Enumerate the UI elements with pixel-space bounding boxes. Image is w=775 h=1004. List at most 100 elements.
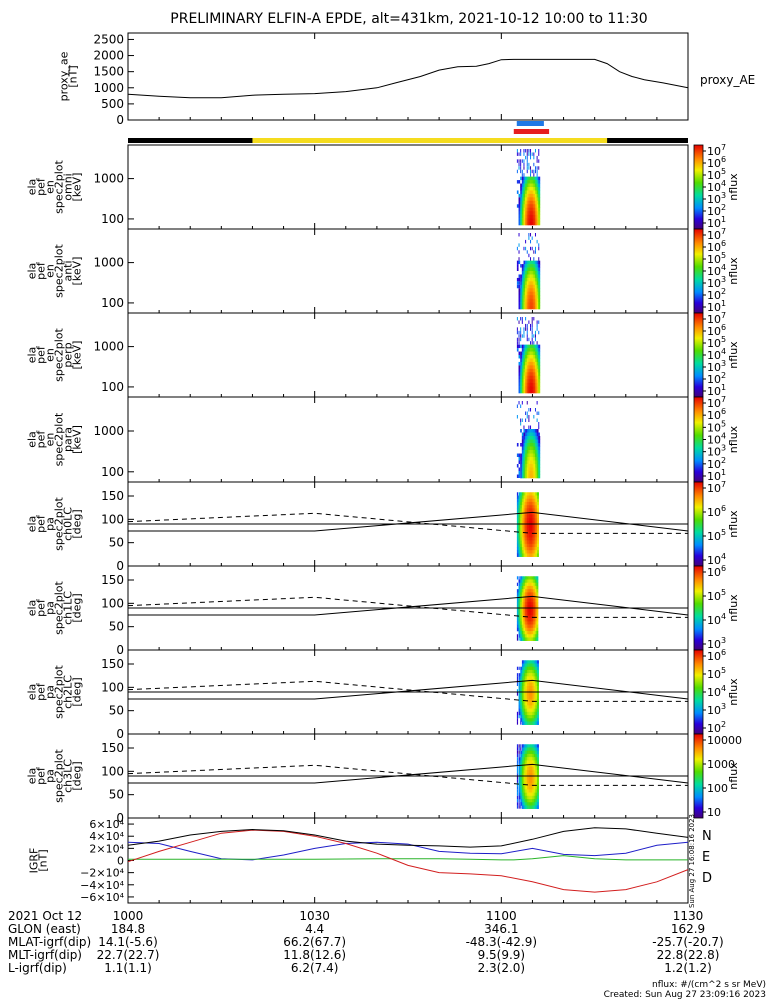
- pa-ch3-cell: [528, 776, 531, 780]
- pa-ch1-cell: [518, 621, 521, 625]
- spec-perp-cell: [526, 358, 529, 363]
- pa-ch2-cell: [536, 673, 539, 677]
- spec-omni-cell: [528, 193, 531, 198]
- pa-ch3-cell: [530, 799, 533, 803]
- spec-para-cell: [531, 432, 534, 437]
- spec-para-cell: [526, 436, 529, 440]
- pa-ch1-ylabel-line: pa: [44, 601, 57, 615]
- pa-ch0-cell: [525, 537, 528, 541]
- pa-ch0-cell: [520, 521, 523, 525]
- pa-ch2-cell: [525, 660, 528, 664]
- spec-perp-cell: [533, 382, 536, 387]
- spec-omni-cell: [536, 190, 539, 195]
- pa-ch1-colorbar-title: nflux: [727, 594, 740, 622]
- pa-ch2-cell: [521, 695, 524, 700]
- spec-anti-cell: [516, 246, 518, 251]
- pa-ch2-cell: [528, 705, 531, 709]
- spec-omni-cell: [536, 169, 538, 174]
- pa-ch0-ytick-label: 50: [109, 536, 124, 550]
- science-red-bar: [513, 129, 550, 134]
- pa-ch1-cell: [536, 585, 539, 590]
- pa-ch0-cell: [526, 547, 529, 551]
- pa-ch0-loss-cone-dashed: [127, 512, 688, 534]
- pa-ch2-cell: [535, 692, 538, 696]
- spec-anti-cell: [534, 305, 537, 310]
- spec-para-cell: [533, 474, 536, 479]
- pa-ch3-cell: [521, 766, 524, 771]
- pa-ch0-cell: [536, 492, 539, 496]
- pa-ch3-cell: [531, 805, 534, 809]
- spec-anti-cell: [516, 281, 519, 285]
- spec-anti-colorbar-tick-label: 106: [707, 239, 726, 254]
- time-axis-value: 66.2(67.7): [283, 935, 346, 949]
- pa-ch2-cell: [536, 715, 539, 719]
- pa-ch1-cell: [521, 637, 524, 641]
- pa-ch0-cell: [535, 540, 538, 545]
- pa-ch2-cell: [521, 660, 524, 664]
- pa-ch0-cell: [525, 547, 528, 551]
- spec-omni-cell: [521, 176, 524, 181]
- pa-ch1-cell: [534, 618, 537, 622]
- pa-ch3-cell: [525, 799, 528, 803]
- pa-ch2-ylabel-line: pa: [44, 685, 57, 699]
- proxy-ae-ytick-label: 500: [101, 97, 124, 111]
- pa-ch3-cell: [523, 805, 526, 809]
- pa-ch0-cell: [518, 537, 521, 541]
- spec-omni-cell: [521, 180, 524, 184]
- pa-ch0-cell: [520, 508, 523, 512]
- spec-perp-cell: [534, 348, 537, 352]
- spec-perp-cell: [528, 389, 531, 394]
- spec-perp-cell: [521, 344, 524, 349]
- pa-ch2-cell: [516, 689, 519, 693]
- pa-ch1-cell: [520, 589, 523, 593]
- pa-ch0-cell: [528, 501, 531, 506]
- spec-perp-cell: [534, 358, 537, 363]
- spec-anti-cell: [521, 284, 524, 289]
- pa-ch3-cell: [518, 792, 521, 797]
- pa-ch0-cell: [516, 508, 519, 512]
- pa-ch0-cell: [528, 498, 531, 503]
- pa-ch0-cell: [526, 550, 529, 554]
- igrf-ytick-label: −4×10⁴: [80, 879, 124, 892]
- spec-anti-cell: [518, 277, 521, 282]
- time-axis-value: 22.7(22.7): [97, 948, 160, 962]
- pa-ch3-cell: [521, 802, 524, 806]
- pa-ch1-cell: [523, 624, 526, 629]
- pa-ch2-cell: [531, 705, 534, 709]
- spec-omni-cell: [538, 180, 541, 184]
- spec-omni-cell: [525, 176, 528, 181]
- spec-omni-cell: [528, 176, 531, 181]
- pa-ch1-cell: [531, 602, 534, 606]
- spec-perp-cell: [531, 341, 533, 345]
- spec-para-cell: [533, 415, 535, 419]
- pa-ch2-cell: [533, 676, 536, 680]
- pa-ch1-cell: [520, 602, 523, 606]
- pa-ch1-cell: [534, 634, 537, 638]
- pa-ch1-cell: [525, 592, 527, 596]
- spec-anti-cell: [526, 291, 529, 296]
- spec-anti-cell: [533, 295, 536, 299]
- pa-ch3-cell: [523, 753, 526, 758]
- spec-para-cell: [526, 446, 529, 451]
- spec-omni-cell: [523, 173, 525, 177]
- pa-ch3-cell: [523, 744, 526, 748]
- spec-omni-cell: [528, 204, 531, 209]
- pa-ch0-cell: [526, 553, 529, 557]
- pa-ch2-cell: [526, 660, 529, 664]
- pa-ch3-cell: [535, 747, 538, 752]
- pa-ch1-cell: [528, 576, 531, 580]
- pa-ch2-cell: [523, 695, 526, 700]
- spec-anti-cell: [533, 298, 536, 303]
- spec-perp-cell: [531, 330, 533, 335]
- pa-ch2-cell: [526, 718, 529, 722]
- pa-ch2-cell: [530, 669, 533, 674]
- pa-ch2-cell: [520, 715, 523, 719]
- spec-omni-cell: [530, 187, 532, 191]
- pa-ch2-cell: [525, 702, 528, 706]
- pa-ch1-cell: [531, 634, 534, 638]
- pa-ch3-colorbar-bar: [693, 733, 704, 819]
- spec-omni-cell: [530, 211, 532, 215]
- pa-ch1-cell: [521, 631, 524, 635]
- pa-ch0-cell: [536, 505, 539, 509]
- spec-perp-cell: [516, 344, 519, 349]
